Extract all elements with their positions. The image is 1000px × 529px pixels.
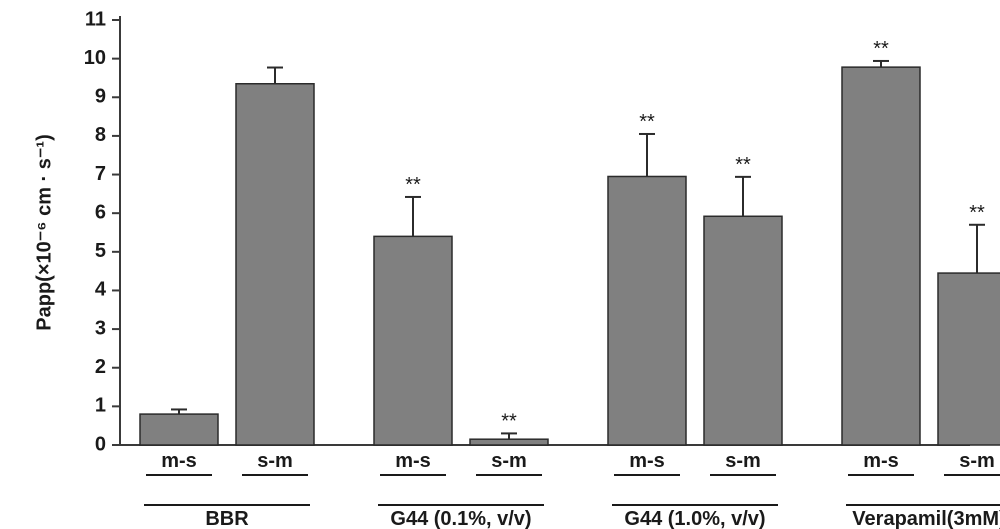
y-tick-label: 7 — [95, 163, 106, 185]
bar-0-1 — [236, 84, 314, 445]
sig-annot: ** — [501, 410, 517, 432]
sub-label: s-m — [959, 450, 995, 472]
bar-1-0 — [374, 236, 452, 445]
y-tick-label: 9 — [95, 86, 106, 108]
y-tick-label: 10 — [84, 47, 106, 69]
sub-label: s-m — [725, 450, 761, 472]
sub-label: s-m — [491, 450, 527, 472]
sig-annot: ** — [639, 111, 655, 133]
group-label: G44 (1.0%, v/v) — [624, 508, 765, 529]
bar-3-0 — [842, 67, 920, 445]
bar-2-1 — [704, 216, 782, 445]
y-tick-label: 4 — [95, 279, 107, 301]
sub-label: m-s — [863, 450, 899, 472]
sub-label: s-m — [257, 450, 293, 472]
bar-2-0 — [608, 176, 686, 445]
y-tick-label: 1 — [95, 395, 106, 417]
sub-label: m-s — [629, 450, 665, 472]
papp-bar-chart: 0 1 2 3 4 5 6 7 8 9 10 11 Papp(×10⁻⁶ cm · s⁻¹) m-s s-m… — [0, 0, 1000, 529]
sig-annot: ** — [969, 202, 985, 224]
y-tick-label: 5 — [95, 240, 106, 262]
sub-label: m-s — [395, 450, 431, 472]
y-tick-label: 6 — [95, 201, 106, 223]
bar-1-1 — [470, 439, 548, 445]
y-tick-label: 8 — [95, 124, 106, 146]
y-axis-label: Papp(×10⁻⁶ cm · s⁻¹) — [33, 134, 55, 330]
bar-0-0 — [140, 414, 218, 445]
group-label: BBR — [205, 508, 249, 529]
sig-annot: ** — [735, 154, 751, 176]
sig-annot: ** — [405, 174, 421, 196]
y-tick-label: 11 — [85, 8, 106, 30]
y-tick-label: 3 — [95, 317, 106, 339]
y-tick-label: 2 — [95, 356, 106, 378]
y-tick-label: 0 — [95, 433, 106, 455]
sub-label: m-s — [161, 450, 197, 472]
bar-3-1 — [938, 273, 1000, 445]
group-label: G44 (0.1%, v/v) — [390, 508, 531, 529]
group-label: Verapamil(3mM) — [852, 508, 1000, 529]
sig-annot: ** — [873, 38, 889, 60]
